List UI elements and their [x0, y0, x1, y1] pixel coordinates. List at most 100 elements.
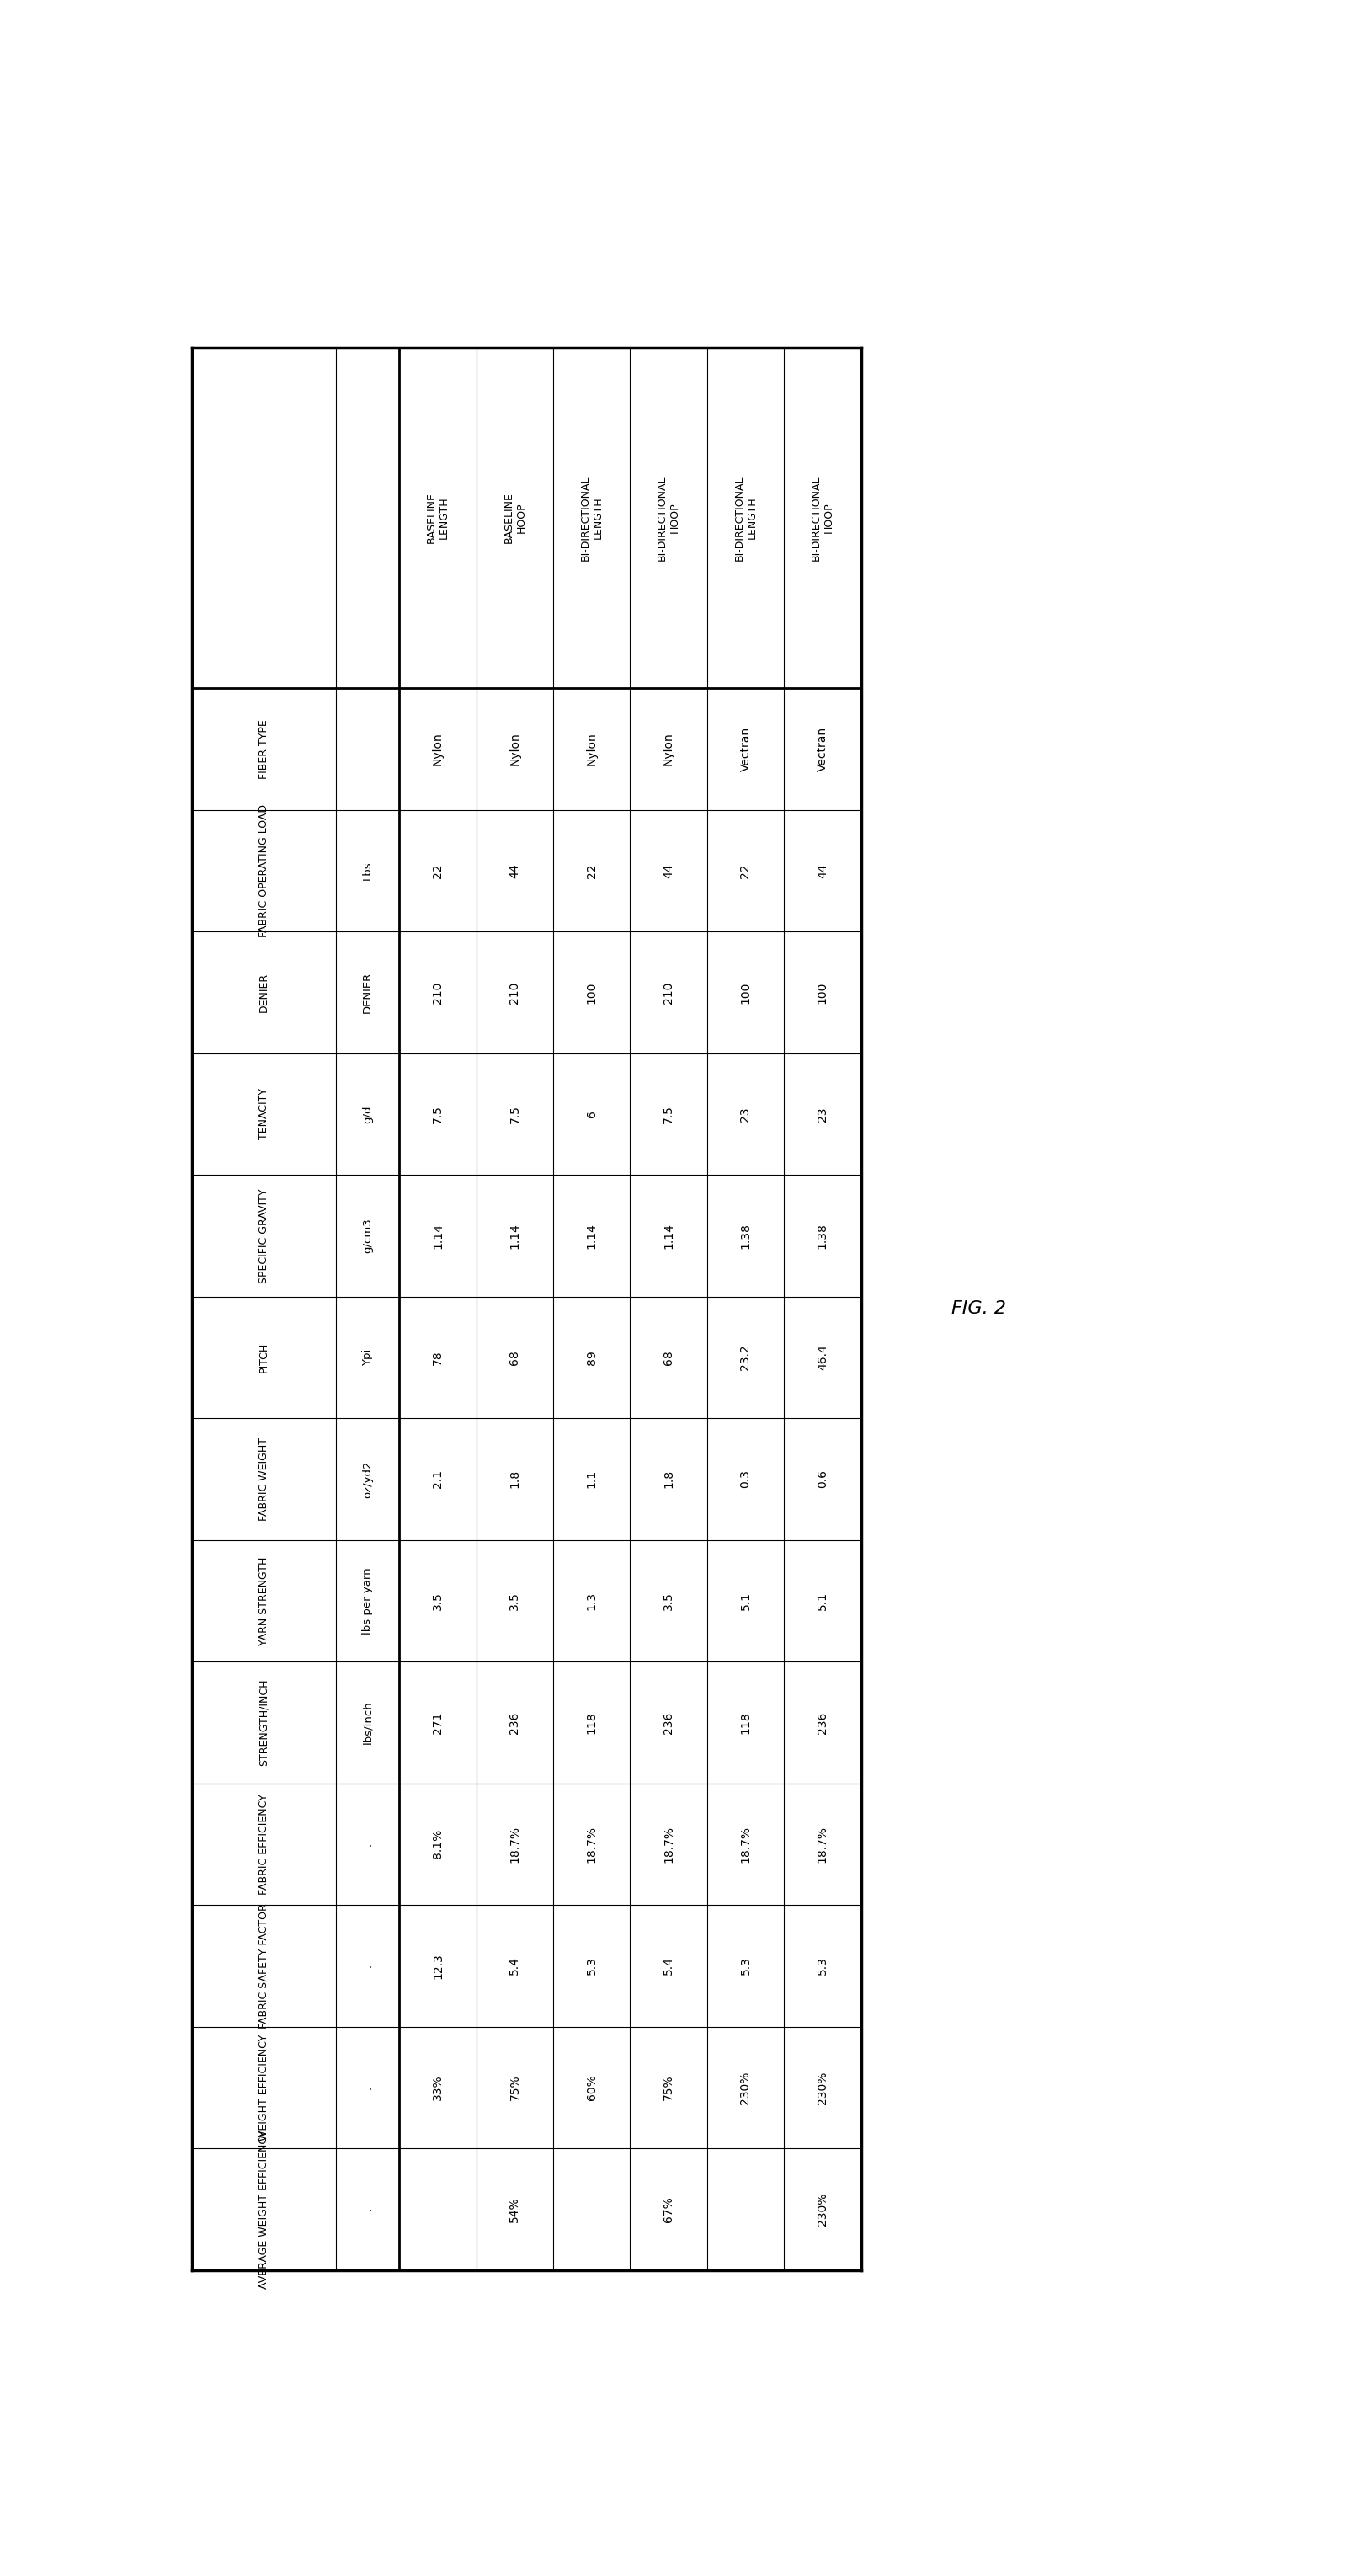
Text: 18.7%: 18.7% — [816, 1826, 828, 1862]
Text: 7.5: 7.5 — [509, 1105, 521, 1123]
Text: 23: 23 — [739, 1108, 751, 1121]
Text: Vectran: Vectran — [816, 726, 828, 770]
Text: BASELINE
LENGTH: BASELINE LENGTH — [426, 492, 449, 544]
Text: 5.1: 5.1 — [816, 1592, 828, 1610]
Text: 23: 23 — [816, 1108, 828, 1121]
Text: 44: 44 — [816, 863, 828, 878]
Text: 1.14: 1.14 — [432, 1224, 444, 1249]
Text: g/d: g/d — [363, 1105, 373, 1123]
Text: BI-DIRECTIONAL
HOOP: BI-DIRECTIONAL HOOP — [810, 474, 833, 562]
Text: 1.38: 1.38 — [739, 1224, 751, 1249]
Text: 236: 236 — [816, 1710, 828, 1734]
Text: 271: 271 — [432, 1710, 444, 1734]
Text: 75%: 75% — [663, 2074, 674, 2099]
Text: 2.1: 2.1 — [432, 1471, 444, 1489]
Text: Lbs: Lbs — [363, 860, 373, 881]
Text: 210: 210 — [432, 981, 444, 1005]
Text: 7.5: 7.5 — [432, 1105, 444, 1123]
Text: 230%: 230% — [816, 2192, 828, 2226]
Text: g/cm3: g/cm3 — [363, 1218, 373, 1255]
Text: FIG. 2: FIG. 2 — [950, 1301, 1005, 1316]
Text: 1.8: 1.8 — [509, 1471, 521, 1489]
Text: FABRIC EFFICIENCY: FABRIC EFFICIENCY — [258, 1793, 269, 1893]
Text: 18.7%: 18.7% — [586, 1826, 597, 1862]
Text: 89: 89 — [586, 1350, 597, 1365]
Text: 44: 44 — [509, 863, 521, 878]
Text: BI-DIRECTIONAL
HOOP: BI-DIRECTIONAL HOOP — [656, 474, 681, 562]
Text: 1.14: 1.14 — [509, 1224, 521, 1249]
Text: BI-DIRECTIONAL
LENGTH: BI-DIRECTIONAL LENGTH — [579, 474, 603, 562]
Text: 1.1: 1.1 — [586, 1471, 597, 1489]
Text: PITCH: PITCH — [258, 1342, 269, 1373]
Text: Vectran: Vectran — [739, 726, 751, 770]
Text: 1.8: 1.8 — [663, 1471, 674, 1489]
Text: STRENGTH/INCH: STRENGTH/INCH — [258, 1680, 269, 1767]
Text: 18.7%: 18.7% — [739, 1826, 751, 1862]
Text: 5.3: 5.3 — [586, 1958, 597, 1976]
Text: 54%: 54% — [509, 2197, 521, 2223]
Text: 5.1: 5.1 — [739, 1592, 751, 1610]
Text: 210: 210 — [509, 981, 521, 1005]
Text: 5.4: 5.4 — [509, 1958, 521, 1976]
Text: 22: 22 — [432, 863, 444, 878]
Text: FIBER TYPE: FIBER TYPE — [258, 719, 269, 778]
Text: YARN STRENGTH: YARN STRENGTH — [258, 1556, 269, 1646]
Text: 23.2: 23.2 — [739, 1345, 751, 1370]
Text: 1.3: 1.3 — [586, 1592, 597, 1610]
Text: Nylon: Nylon — [663, 732, 674, 765]
Text: 118: 118 — [586, 1710, 597, 1734]
Text: 46.4: 46.4 — [816, 1345, 828, 1370]
Text: Nylon: Nylon — [586, 732, 597, 765]
Text: 6: 6 — [586, 1110, 597, 1118]
Text: DENIER: DENIER — [363, 971, 373, 1012]
Text: 236: 236 — [509, 1710, 521, 1734]
Text: WEIGHT EFFICIENCY: WEIGHT EFFICIENCY — [258, 2035, 269, 2141]
Text: 7.5: 7.5 — [663, 1105, 674, 1123]
Text: 5.4: 5.4 — [663, 1958, 674, 1976]
Text: 5.3: 5.3 — [816, 1958, 828, 1976]
Text: 1.14: 1.14 — [586, 1224, 597, 1249]
Text: 44: 44 — [663, 863, 674, 878]
Text: 3.5: 3.5 — [509, 1592, 521, 1610]
Text: 78: 78 — [432, 1350, 444, 1365]
Text: 18.7%: 18.7% — [509, 1826, 521, 1862]
Text: 100: 100 — [586, 981, 597, 1005]
Text: DENIER: DENIER — [258, 974, 269, 1012]
Text: 22: 22 — [739, 863, 751, 878]
Text: 0.6: 0.6 — [816, 1471, 828, 1489]
Text: 18.7%: 18.7% — [663, 1826, 674, 1862]
Text: 75%: 75% — [509, 2074, 521, 2099]
Text: SPECIFIC GRAVITY: SPECIFIC GRAVITY — [258, 1188, 269, 1283]
Text: .: . — [363, 1842, 373, 1847]
Text: 22: 22 — [586, 863, 597, 878]
Text: 100: 100 — [739, 981, 751, 1005]
Text: 1.14: 1.14 — [663, 1224, 674, 1249]
Text: 33%: 33% — [432, 2074, 444, 2099]
Text: FABRIC SAFETY FACTOR: FABRIC SAFETY FACTOR — [258, 1904, 269, 2027]
Text: lbs/inch: lbs/inch — [363, 1700, 373, 1744]
Text: .: . — [363, 2087, 373, 2089]
Text: 1.38: 1.38 — [816, 1224, 828, 1249]
Text: 118: 118 — [739, 1710, 751, 1734]
Text: BI-DIRECTIONAL
LENGTH: BI-DIRECTIONAL LENGTH — [733, 474, 756, 562]
Text: 3.5: 3.5 — [663, 1592, 674, 1610]
Text: 236: 236 — [663, 1710, 674, 1734]
Text: .: . — [363, 1963, 373, 1968]
Text: 100: 100 — [816, 981, 828, 1005]
Text: 8.1%: 8.1% — [432, 1829, 444, 1860]
Text: 60%: 60% — [586, 2074, 597, 2099]
Text: AVERAGE WEIGHT EFFICIENCY: AVERAGE WEIGHT EFFICIENCY — [258, 2130, 269, 2287]
Text: Nylon: Nylon — [432, 732, 444, 765]
Text: 230%: 230% — [816, 2071, 828, 2105]
Text: 5.3: 5.3 — [739, 1958, 751, 1976]
Text: BASELINE
HOOP: BASELINE HOOP — [503, 492, 526, 544]
Text: Ypi: Ypi — [363, 1350, 373, 1365]
Text: 68: 68 — [663, 1350, 674, 1365]
Text: 3.5: 3.5 — [432, 1592, 444, 1610]
Text: TENACITY: TENACITY — [258, 1087, 269, 1139]
Text: oz/yd2: oz/yd2 — [363, 1461, 373, 1497]
Text: Nylon: Nylon — [509, 732, 521, 765]
Text: 12.3: 12.3 — [432, 1953, 444, 1978]
Text: 210: 210 — [663, 981, 674, 1005]
Text: lbs per yarn: lbs per yarn — [363, 1566, 373, 1633]
